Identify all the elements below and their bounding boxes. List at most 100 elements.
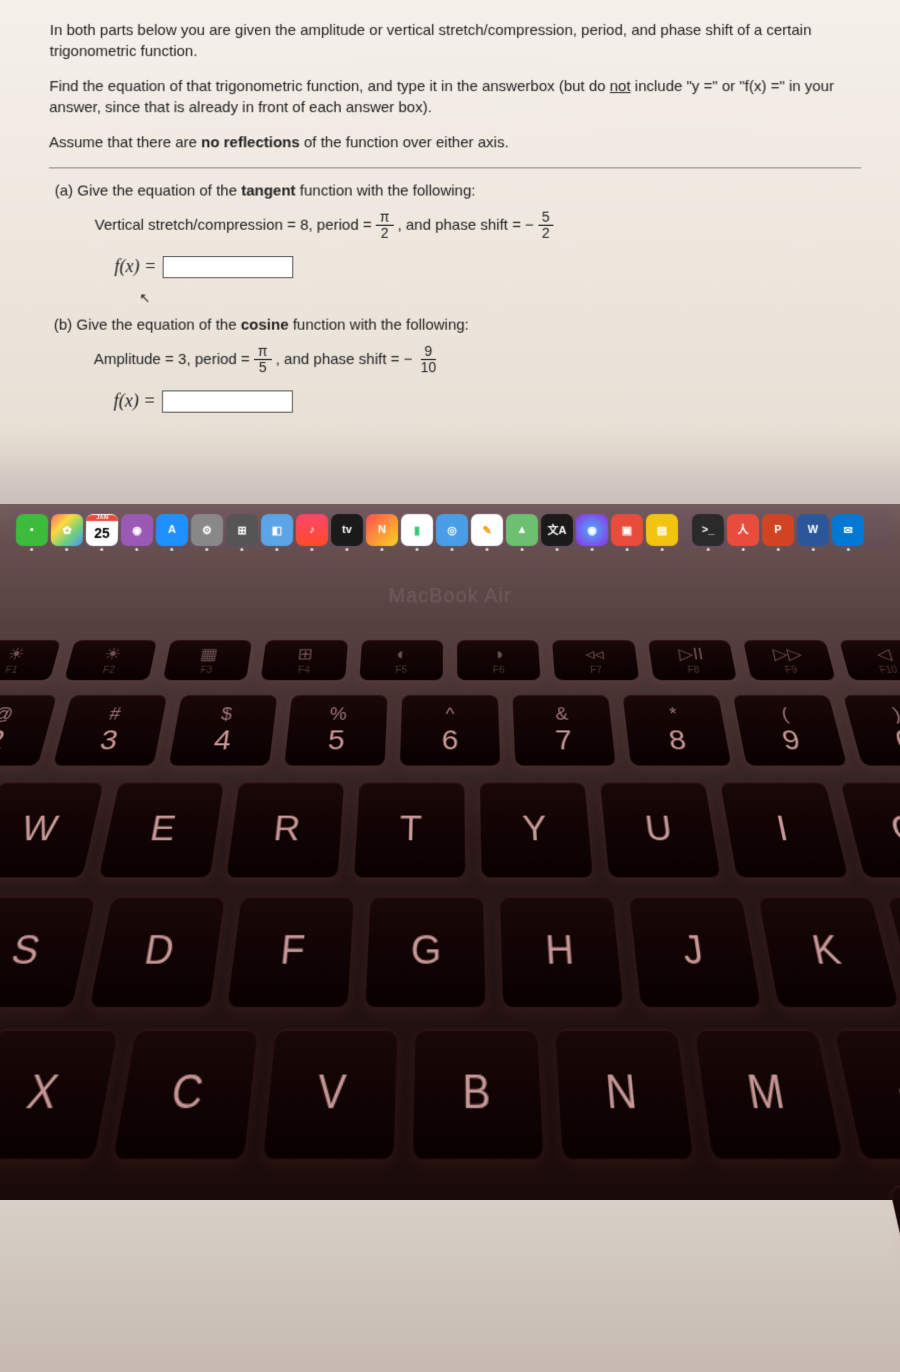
key-f8[interactable]: ▷IIF8 <box>648 640 737 680</box>
frac-num: 5 <box>538 210 554 227</box>
part-a-answer: f(x) = <box>114 256 862 278</box>
frac-num: π <box>254 344 272 361</box>
part-b: (b) Give the equation of the cosine func… <box>53 316 863 412</box>
dock-terminal-icon[interactable]: >_ <box>692 514 724 546</box>
dock-numbers-icon[interactable]: ▮ <box>401 514 433 546</box>
key-f[interactable]: F <box>227 897 354 1007</box>
frac-num: 9 <box>420 344 436 361</box>
key-h[interactable]: H <box>500 897 624 1007</box>
key-f7[interactable]: ◃◃F7 <box>552 640 639 680</box>
key-f6[interactable]: ◑F6 <box>457 640 541 680</box>
dock-podcasts-icon[interactable]: ◉ <box>121 514 153 546</box>
instructions-p3: Assume that there are no reflections of … <box>49 132 861 153</box>
key-v[interactable]: V <box>262 1029 396 1159</box>
key-4[interactable]: $4 <box>169 695 278 766</box>
dock-pages-icon[interactable]: ✎ <box>471 514 503 546</box>
dock-launchpad-icon[interactable]: ⊞ <box>226 514 258 546</box>
key-t[interactable]: T <box>354 782 465 877</box>
key-w[interactable]: W <box>0 782 104 877</box>
dock-tv-icon[interactable]: tv <box>331 514 363 546</box>
label-text: (b) Give the equation of the <box>54 316 241 333</box>
instr-text: Find the equation of that trigonometric … <box>49 78 609 95</box>
instr-noreflect: no reflections <box>201 134 300 151</box>
param-text: Vertical stretch/compression = 8, period… <box>95 217 372 234</box>
label-text: (a) Give the equation of the <box>55 182 242 199</box>
key-2[interactable]: @2 <box>0 695 57 766</box>
dock-photobooth-icon[interactable]: ▣ <box>611 514 643 546</box>
key-0[interactable]: )0 <box>843 695 900 766</box>
shift-fraction: 9 10 <box>417 344 441 376</box>
instructions-p2: Find the equation of that trigonometric … <box>49 76 861 118</box>
key-f10[interactable]: ◁F10 <box>839 640 900 680</box>
frac-den: 2 <box>538 226 554 242</box>
dock-appstore-icon[interactable]: A <box>156 514 188 546</box>
param-text: , and phase shift = − <box>276 351 413 368</box>
key-x[interactable]: X <box>0 1029 118 1159</box>
macbook-label: MacBook Air <box>0 585 900 608</box>
key-f3[interactable]: ▦F3 <box>163 640 252 680</box>
letter-row-3: XCVBNM< <box>0 1029 900 1159</box>
dock-siri-icon[interactable]: ◉ <box>576 514 608 546</box>
label-text: function with the following: <box>289 316 469 333</box>
dock-calendar-icon[interactable]: JAN25 <box>86 514 119 546</box>
key-9[interactable]: (9 <box>733 695 847 766</box>
dock-safari-icon[interactable]: ◎ <box>436 514 468 546</box>
frac-den: 5 <box>255 360 271 376</box>
key-n[interactable]: N <box>554 1029 692 1159</box>
shift-fraction: 5 2 <box>538 210 554 242</box>
key-r[interactable]: R <box>226 782 344 877</box>
key-s[interactable]: S <box>0 897 96 1007</box>
key-8[interactable]: *8 <box>623 695 732 766</box>
param-text: Amplitude = 3, period = <box>94 351 250 368</box>
key-<[interactable]: < <box>834 1029 900 1159</box>
key-y[interactable]: Y <box>480 782 593 877</box>
part-a-params: Vertical stretch/compression = 8, period… <box>95 210 862 242</box>
key-3[interactable]: #3 <box>53 695 167 766</box>
dock-notes-icon[interactable]: ▤ <box>646 514 678 546</box>
key-i[interactable]: I <box>720 782 848 877</box>
key-d[interactable]: D <box>90 897 225 1007</box>
frac-num: π <box>376 210 394 227</box>
dock-translate-icon[interactable]: 文A <box>541 514 573 546</box>
key-u[interactable]: U <box>600 782 721 877</box>
key-e[interactable]: E <box>99 782 224 877</box>
key-f1[interactable]: ☀F1 <box>0 640 61 680</box>
dock-music-icon[interactable]: ♪ <box>296 514 328 546</box>
dock-system-icon[interactable]: ⚙ <box>191 514 223 546</box>
screen-content: In both parts below you are given the am… <box>0 0 900 504</box>
param-text: , and phase shift = − <box>397 217 533 234</box>
period-fraction: π 5 <box>254 344 272 376</box>
part-b-label: (b) Give the equation of the cosine func… <box>54 316 863 333</box>
dock-facetime-icon[interactable]: ▪ <box>16 514 49 546</box>
dock-maps-icon[interactable]: ▲ <box>506 514 538 546</box>
key-j[interactable]: J <box>629 897 761 1007</box>
key-o[interactable]: O <box>840 782 900 877</box>
answer-input-b[interactable] <box>162 390 293 412</box>
dock-outlook-icon[interactable]: ✉ <box>832 514 865 546</box>
key-c[interactable]: C <box>113 1029 258 1159</box>
key-6[interactable]: ^6 <box>400 695 500 766</box>
dock-photos-icon[interactable]: ✿ <box>51 514 84 546</box>
answer-input-a[interactable] <box>162 256 293 278</box>
key-f2[interactable]: ☀F2 <box>65 640 157 680</box>
dock-acrobat-icon[interactable]: 人 <box>727 514 759 546</box>
key-7[interactable]: &7 <box>512 695 615 766</box>
bottom-row: ⌘✂ <box>0 1186 900 1340</box>
dock: ▪✿JAN25◉A⚙⊞◧♪tvN▮◎✎▲文A◉▣▤>_人PW✉ <box>10 510 891 550</box>
fx-label: f(x) = <box>114 256 156 277</box>
key-k[interactable]: K <box>758 897 899 1007</box>
dock-powerpoint-icon[interactable]: P <box>762 514 794 546</box>
key-f9[interactable]: ▷▷F9 <box>743 640 835 680</box>
key-delete-icon[interactable]: ✂ <box>888 1186 900 1340</box>
key-5[interactable]: %5 <box>284 695 387 766</box>
dock-news-icon[interactable]: N <box>366 514 398 546</box>
dock-finder-icon[interactable]: ◧ <box>261 514 293 546</box>
key-b[interactable]: B <box>412 1029 543 1159</box>
key-f4[interactable]: ⊞F4 <box>261 640 348 680</box>
key-g[interactable]: G <box>365 897 485 1007</box>
fn-row: ☀F1☀F2▦F3⊞F4 ◐F5 ◑F6 ◃◃F7▷IIF8▷▷F9◁F10 <box>0 640 900 680</box>
key-f5[interactable]: ◐F5 <box>359 640 443 680</box>
letter-row-1: WERTYUIO <box>0 782 900 877</box>
dock-word-icon[interactable]: W <box>797 514 830 546</box>
key-m[interactable]: M <box>694 1029 842 1159</box>
